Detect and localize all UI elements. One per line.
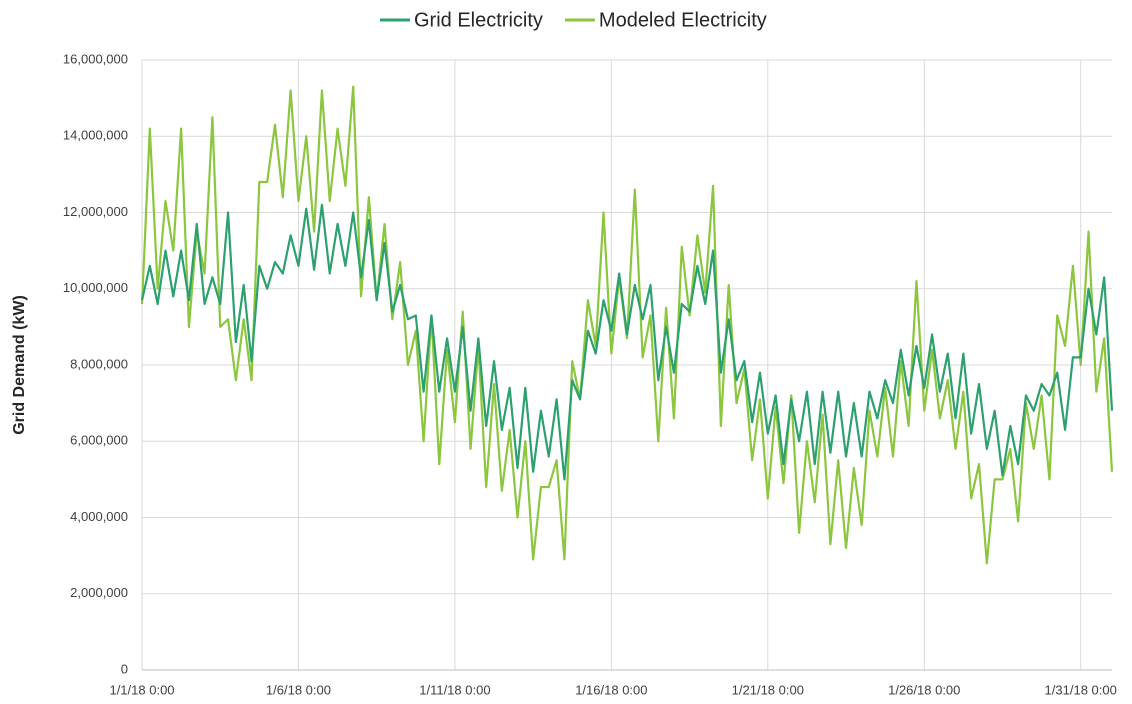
y-tick-label: 8,000,000 bbox=[70, 356, 128, 371]
x-tick-label: 1/26/18 0:00 bbox=[888, 682, 960, 697]
x-tick-label: 1/31/18 0:00 bbox=[1045, 682, 1117, 697]
line-series bbox=[140, 203, 1114, 481]
legend-label: Modeled Electricity bbox=[599, 9, 767, 31]
x-tick-label: 1/21/18 0:00 bbox=[732, 682, 804, 697]
x-tick-label: 1/1/18 0:00 bbox=[109, 682, 174, 697]
y-tick-label: 4,000,000 bbox=[70, 509, 128, 524]
x-tick-label: 1/6/18 0:00 bbox=[266, 682, 331, 697]
y-tick-label: 16,000,000 bbox=[63, 51, 128, 66]
line-series bbox=[140, 85, 1114, 565]
y-tick-label: 10,000,000 bbox=[63, 280, 128, 295]
y-tick-label: 2,000,000 bbox=[70, 585, 128, 600]
y-tick-label: 12,000,000 bbox=[63, 204, 128, 219]
y-axis-label: Grid Demand (kW) bbox=[11, 295, 28, 435]
y-tick-label: 14,000,000 bbox=[63, 128, 128, 143]
legend-label: Grid Electricity bbox=[414, 9, 543, 31]
y-tick-label: 0 bbox=[121, 661, 128, 676]
x-tick-label: 1/11/18 0:00 bbox=[419, 682, 490, 697]
y-tick-label: 6,000,000 bbox=[70, 433, 128, 448]
x-tick-label: 1/16/18 0:00 bbox=[575, 682, 647, 697]
